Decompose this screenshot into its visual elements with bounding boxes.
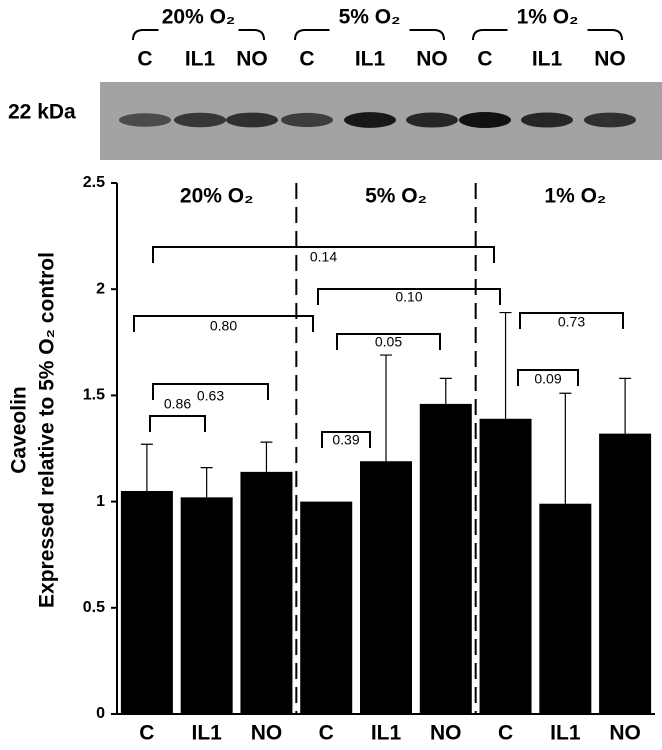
bracket — [152, 246, 495, 263]
lane-label: IL1 — [532, 48, 563, 71]
error-bar — [380, 354, 392, 462]
annotation: 0.09 — [534, 371, 561, 387]
annotation: 0.05 — [375, 334, 402, 350]
bar — [419, 403, 472, 714]
group-brace — [132, 29, 265, 41]
y-tick-label: 1.5 — [83, 387, 105, 404]
bracket — [317, 288, 501, 305]
bracket — [517, 369, 579, 386]
bracket — [149, 415, 206, 432]
blot-band — [584, 112, 636, 128]
y-axis-label: Caveolin — [8, 386, 31, 474]
lane-label: C — [477, 48, 492, 71]
blot-marker: 22 kDa — [8, 101, 76, 124]
error-bar — [439, 377, 452, 404]
bar — [479, 418, 532, 714]
lane-label: C — [299, 48, 314, 71]
blot-band — [174, 112, 226, 128]
lane-label: NO — [236, 48, 268, 71]
blot-group-label: 1% O₂ — [517, 6, 579, 29]
blot-band — [521, 112, 573, 128]
bar — [120, 490, 173, 714]
x-tick-label: C — [139, 722, 154, 745]
bar — [360, 461, 412, 714]
annotation: 0.10 — [395, 289, 422, 305]
error-bar — [499, 311, 512, 419]
error-bar — [559, 392, 572, 504]
group-brace — [472, 29, 623, 41]
bar — [599, 433, 652, 714]
bracket — [133, 315, 314, 332]
group-label: 1% O₂ — [544, 185, 606, 208]
bar — [240, 471, 293, 714]
blot-band — [406, 112, 458, 128]
y-tick-label: 0.5 — [83, 599, 105, 616]
bar — [180, 497, 233, 714]
blot-group-label: 5% O₂ — [339, 6, 401, 29]
lane-label: NO — [416, 48, 448, 71]
annotation: 0.14 — [310, 249, 337, 265]
y-tick-label: 2 — [96, 280, 105, 297]
annotation: 0.73 — [558, 314, 585, 330]
lane-label: IL1 — [355, 48, 386, 71]
annotation: 0.80 — [210, 318, 237, 334]
x-tick-label: IL1 — [371, 722, 402, 745]
group-label: 20% O₂ — [180, 185, 254, 208]
error-bar — [260, 441, 273, 472]
bracket — [152, 383, 269, 400]
lane-label: C — [137, 48, 152, 71]
x-tick-label: C — [498, 722, 513, 745]
x-tick-label: C — [319, 722, 334, 745]
error-bar — [140, 443, 153, 491]
annotation: 0.86 — [164, 396, 191, 412]
x-tick-label: NO — [609, 722, 641, 745]
x-tick-label: IL1 — [550, 722, 581, 745]
blot-band — [226, 112, 278, 128]
bar — [539, 503, 592, 714]
annotation: 0.39 — [332, 432, 359, 448]
group-label: 5% O₂ — [365, 185, 427, 208]
bracket — [321, 431, 371, 448]
annotation: 0.63 — [197, 388, 224, 404]
error-bar — [200, 467, 213, 498]
blot-band — [119, 113, 171, 127]
y-tick-label: 0 — [96, 705, 105, 722]
x-tick-label: NO — [251, 722, 283, 745]
y-tick-label: 2.5 — [83, 174, 105, 191]
blot-group-label: 20% O₂ — [162, 6, 236, 29]
blot-band — [344, 112, 396, 128]
blot-band — [459, 112, 511, 128]
x-tick-label: NO — [430, 722, 462, 745]
x-tick-label: IL1 — [191, 722, 222, 745]
bracket — [336, 333, 441, 350]
lane-label: NO — [594, 48, 626, 71]
y-tick-label: 1 — [96, 493, 105, 510]
y-axis-label: Expressed relative to 5% O₂ control — [36, 252, 59, 608]
bracket — [519, 312, 624, 329]
lane-label: IL1 — [185, 48, 216, 71]
group-brace — [294, 29, 445, 41]
bar — [300, 501, 353, 714]
blot-band — [281, 112, 333, 128]
error-bar — [619, 377, 632, 434]
